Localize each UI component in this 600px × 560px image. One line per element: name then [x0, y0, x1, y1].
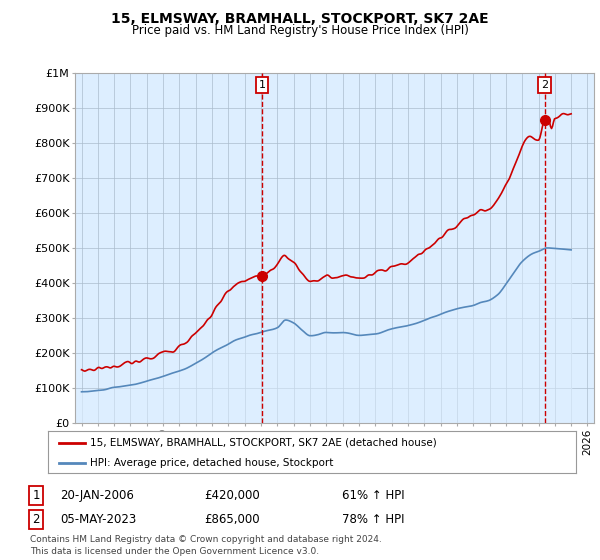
- Text: 61% ↑ HPI: 61% ↑ HPI: [342, 489, 404, 502]
- Text: 78% ↑ HPI: 78% ↑ HPI: [342, 513, 404, 526]
- Text: 1: 1: [259, 80, 265, 90]
- Text: £420,000: £420,000: [204, 489, 260, 502]
- Text: Contains HM Land Registry data © Crown copyright and database right 2024.
This d: Contains HM Land Registry data © Crown c…: [30, 535, 382, 556]
- Text: 2: 2: [32, 513, 40, 526]
- Text: 1: 1: [32, 489, 40, 502]
- Text: 15, ELMSWAY, BRAMHALL, STOCKPORT, SK7 2AE: 15, ELMSWAY, BRAMHALL, STOCKPORT, SK7 2A…: [111, 12, 489, 26]
- Text: Price paid vs. HM Land Registry's House Price Index (HPI): Price paid vs. HM Land Registry's House …: [131, 24, 469, 37]
- Text: 05-MAY-2023: 05-MAY-2023: [60, 513, 136, 526]
- Text: £865,000: £865,000: [204, 513, 260, 526]
- Text: 20-JAN-2006: 20-JAN-2006: [60, 489, 134, 502]
- Text: HPI: Average price, detached house, Stockport: HPI: Average price, detached house, Stoc…: [90, 458, 334, 468]
- Text: 15, ELMSWAY, BRAMHALL, STOCKPORT, SK7 2AE (detached house): 15, ELMSWAY, BRAMHALL, STOCKPORT, SK7 2A…: [90, 437, 437, 447]
- Text: 2: 2: [541, 80, 548, 90]
